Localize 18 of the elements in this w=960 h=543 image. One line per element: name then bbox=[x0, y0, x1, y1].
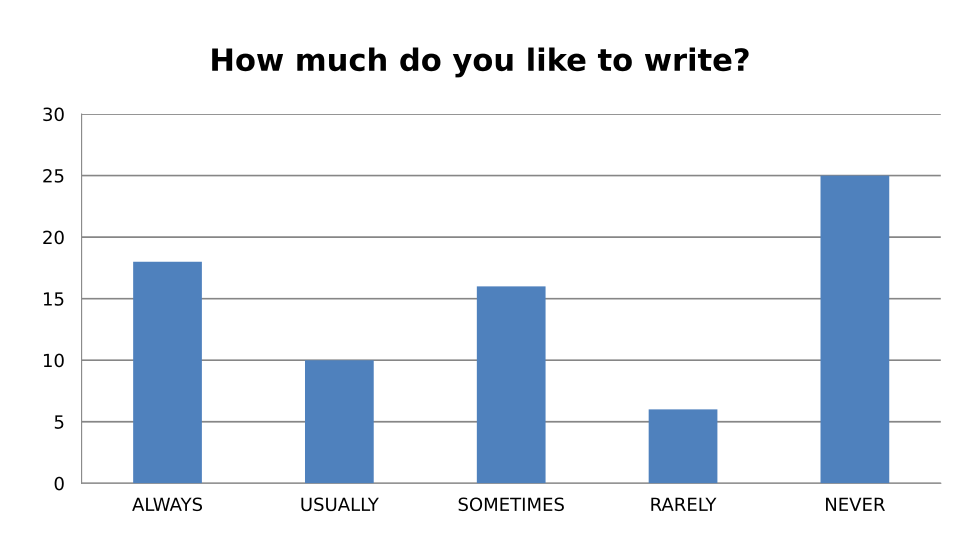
y-tick-label: 15 bbox=[44, 292, 64, 306]
bar bbox=[304, 360, 374, 484]
bar bbox=[133, 262, 202, 484]
bar bbox=[648, 409, 718, 484]
bar bbox=[476, 286, 546, 484]
x-tick-label: USUALLY bbox=[301, 497, 379, 512]
y-tick-label: 25 bbox=[43, 169, 64, 183]
x-tick-label: ALWAYS bbox=[132, 497, 202, 512]
bar bbox=[820, 176, 890, 484]
x-tick-label: SOMETIMES bbox=[458, 497, 564, 512]
y-tick-label: 0 bbox=[54, 476, 64, 490]
chart-title: How much do you like to write? bbox=[212, 48, 749, 78]
y-tick-label: 5 bbox=[54, 415, 64, 429]
x-tick-label: RARELY bbox=[651, 498, 716, 511]
y-tick-label: 30 bbox=[43, 107, 64, 122]
x-tick-label: NEVER bbox=[826, 498, 885, 511]
y-tick-label: 20 bbox=[43, 230, 64, 244]
y-tick-label: 10 bbox=[44, 354, 64, 368]
